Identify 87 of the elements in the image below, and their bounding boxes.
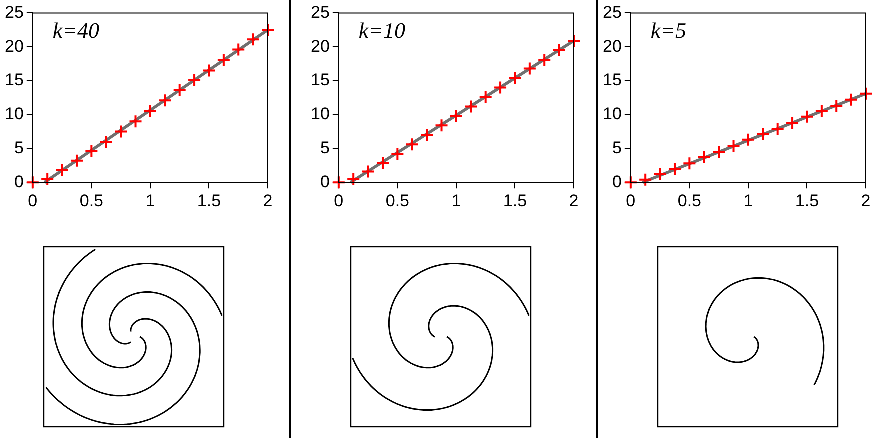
y-tick-label: 20 xyxy=(310,36,330,56)
point xyxy=(624,176,638,190)
point xyxy=(741,132,756,147)
point xyxy=(376,156,390,170)
x-tick-label: 0 xyxy=(626,191,636,210)
point xyxy=(40,172,55,186)
point xyxy=(697,150,712,165)
point xyxy=(420,128,434,142)
point xyxy=(682,156,697,171)
point xyxy=(361,164,376,179)
point xyxy=(726,139,741,154)
point xyxy=(712,145,726,160)
point xyxy=(668,162,682,176)
point xyxy=(405,138,420,152)
annotation: k=5 xyxy=(650,18,687,43)
y-tick-label: 0 xyxy=(320,172,330,192)
point xyxy=(55,163,70,178)
annotation: k=40 xyxy=(52,18,100,43)
point xyxy=(508,71,522,86)
x-tick-label: 2 xyxy=(569,191,579,210)
point xyxy=(638,172,653,187)
point xyxy=(434,118,449,133)
point xyxy=(464,100,478,114)
point xyxy=(26,176,40,190)
y-tick-label: 20 xyxy=(602,36,622,56)
point xyxy=(830,99,844,114)
point xyxy=(552,43,566,58)
point xyxy=(158,94,172,108)
annotation: k=10 xyxy=(358,18,406,43)
x-tick-label: 1 xyxy=(744,191,754,210)
point xyxy=(522,62,537,76)
y-tick-label: 5 xyxy=(14,138,24,158)
point xyxy=(246,32,260,47)
x-tick-label: 1.5 xyxy=(503,191,528,210)
y-tick-label: 5 xyxy=(612,138,622,158)
point xyxy=(99,134,114,149)
x-tick-label: 2 xyxy=(861,191,871,210)
y-tick-label: 25 xyxy=(310,2,330,22)
point xyxy=(70,154,84,168)
x-tick-label: 0.5 xyxy=(80,191,104,210)
point xyxy=(84,144,99,158)
point xyxy=(844,92,858,107)
point xyxy=(216,52,231,67)
y-tick-label: 25 xyxy=(602,2,622,22)
point xyxy=(800,110,814,124)
point xyxy=(756,127,770,142)
point xyxy=(128,114,143,129)
point xyxy=(814,104,829,118)
point xyxy=(114,124,128,139)
point xyxy=(494,80,508,95)
point xyxy=(261,23,275,38)
point xyxy=(538,52,552,67)
y-tick-label: 10 xyxy=(4,104,24,124)
point xyxy=(478,90,493,104)
point xyxy=(653,167,668,182)
y-tick-label: 0 xyxy=(612,172,622,192)
y-tick-label: 10 xyxy=(602,104,622,124)
x-tick-label: 2 xyxy=(263,191,273,210)
point xyxy=(202,64,216,78)
y-tick-label: 20 xyxy=(4,36,24,56)
x-tick-label: 0.5 xyxy=(386,191,410,210)
point xyxy=(188,73,202,88)
point xyxy=(770,122,785,136)
point xyxy=(449,109,464,124)
y-tick-label: 5 xyxy=(320,138,330,158)
y-tick-label: 25 xyxy=(4,2,24,22)
y-tick-label: 15 xyxy=(602,70,622,90)
point xyxy=(172,83,187,98)
point xyxy=(786,116,800,130)
y-tick-label: 15 xyxy=(310,70,330,90)
y-tick-label: 0 xyxy=(14,172,24,192)
point xyxy=(390,147,405,162)
x-tick-label: 1 xyxy=(452,191,462,210)
point xyxy=(859,86,873,101)
x-tick-label: 0.5 xyxy=(678,191,702,210)
point xyxy=(332,176,346,190)
point xyxy=(232,42,246,57)
x-tick-label: 1.5 xyxy=(795,191,820,210)
x-tick-label: 1 xyxy=(146,191,156,210)
y-tick-label: 15 xyxy=(4,70,24,90)
x-tick-label: 1.5 xyxy=(197,191,222,210)
x-tick-label: 0 xyxy=(334,191,344,210)
point xyxy=(567,34,581,48)
point xyxy=(346,172,361,186)
point xyxy=(143,104,158,118)
y-tick-label: 10 xyxy=(310,104,330,124)
x-tick-label: 0 xyxy=(28,191,38,210)
